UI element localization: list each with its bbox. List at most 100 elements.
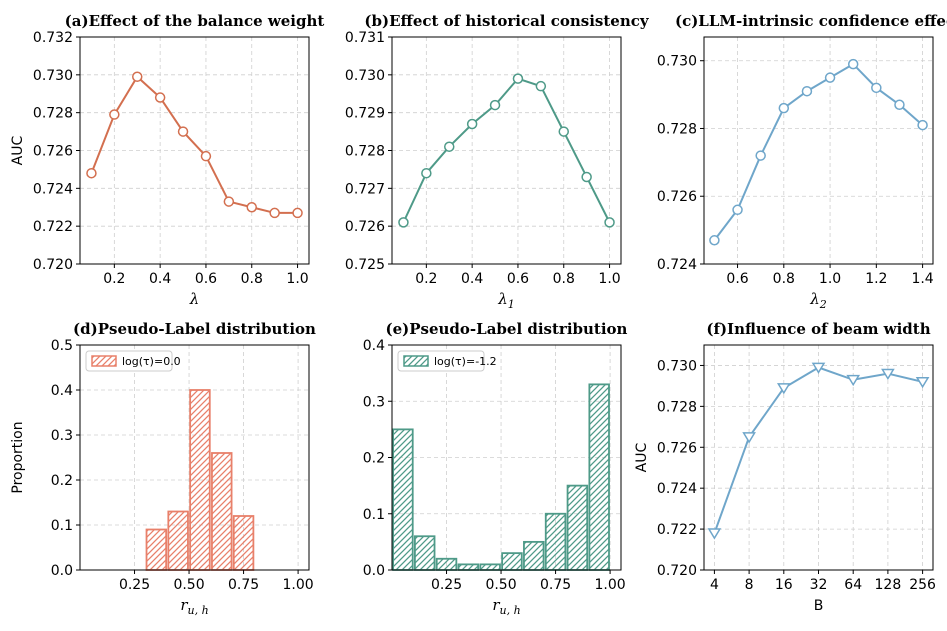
y-tick-label: 0.731 — [345, 30, 385, 46]
panel-e: 0.25 0.50 0.75 1.00 0.0 0.1 0.2 0.3 0.4(e)Pseudo… — [363, 320, 628, 617]
bar — [479, 563, 501, 571]
series-line — [713, 62, 924, 241]
legend-label: log(τ)=0.0 — [122, 355, 181, 368]
y-tick-label: 0.724 — [33, 181, 73, 197]
data-point — [894, 99, 905, 111]
data-point — [489, 99, 501, 111]
x-axis-label-main: r — [180, 596, 188, 614]
data-point — [881, 368, 895, 381]
x-tick-label: 0.2 — [103, 271, 125, 287]
data-point — [581, 171, 592, 183]
y-tick-label: 0.4 — [363, 338, 385, 354]
data-point — [811, 362, 826, 374]
x-tick-label: 0.4 — [149, 271, 171, 287]
bar — [211, 452, 233, 571]
x-tick-label: 1.0 — [598, 271, 620, 287]
x-tick-label: 0.6 — [726, 271, 748, 287]
y-tick-label: 0.728 — [345, 144, 385, 160]
data-point — [558, 126, 569, 137]
legend: log(τ)=-1.2 — [397, 350, 497, 372]
bar — [413, 535, 436, 571]
data-point — [466, 118, 478, 130]
series-line — [90, 75, 298, 214]
x-axis-label-subscript: u, h — [500, 604, 521, 617]
x-axis-label: λ — [189, 290, 200, 308]
x-tick-label: 1.0 — [819, 271, 841, 287]
axes-frame — [79, 344, 310, 571]
y-tick-label: 0.2 — [51, 473, 73, 489]
x-axis-label-main: B — [814, 598, 824, 614]
data-point — [292, 207, 303, 219]
y-tick-label: 0.732 — [33, 30, 73, 46]
x-tick-label: 1.00 — [283, 577, 314, 593]
y-tick-label: 0.1 — [51, 518, 73, 534]
y-tick-label: 0.728 — [657, 399, 697, 415]
y-tick-label: 0.2 — [363, 451, 385, 467]
y-tick-label: 0.3 — [363, 394, 385, 410]
data-point — [154, 92, 166, 103]
bar — [167, 510, 189, 571]
x-tick-label: 0.4 — [461, 271, 483, 287]
bar — [566, 484, 589, 571]
y-axis-label: Proportion — [10, 421, 26, 493]
x-tick-label: 0.75 — [228, 577, 259, 593]
x-tick-label: 16 — [775, 577, 793, 593]
bar — [523, 540, 545, 571]
bar — [544, 512, 567, 571]
panel-b: 0.2 0.4 0.6 0.8 1.0 0.725 0.726 0.727 0.728 0.729… — [345, 12, 650, 311]
data-point — [223, 196, 235, 207]
legend-label: log(τ)=-1.2 — [434, 355, 497, 368]
y-tick-label: 0.722 — [33, 219, 73, 235]
x-axis-label: λ1 — [497, 290, 515, 311]
y-tick-label: 0.5 — [51, 338, 73, 354]
x-tick-label: 0.25 — [431, 577, 462, 593]
y-tick-label: 0.724 — [657, 257, 697, 273]
y-axis-label: AUC — [10, 135, 26, 165]
x-tick-label: 1.2 — [865, 271, 887, 287]
chart-title: (f)Influence of beam width — [706, 320, 930, 338]
x-tick-label: 1.0 — [286, 271, 308, 287]
data-point — [604, 217, 615, 228]
x-axis-label-main: λ — [189, 290, 200, 308]
bar — [145, 528, 168, 571]
data-point — [847, 58, 859, 70]
chart-title: (e)Pseudo-Label distribution — [386, 320, 628, 338]
y-tick-label: 0.720 — [657, 563, 697, 579]
bar — [435, 557, 458, 571]
data-point — [776, 383, 791, 395]
y-tick-label: 0.0 — [363, 563, 385, 579]
data-point — [915, 376, 930, 389]
x-axis-label-subscript: u, h — [188, 604, 209, 617]
y-tick-label: 0.726 — [657, 440, 697, 456]
data-point — [86, 167, 97, 179]
x-tick-label: 0.75 — [540, 577, 571, 593]
panel-c: 0.6 0.8 1.0 1.2 1.4 0.724 0.726 0.728 0.730 (c)LL… — [657, 12, 947, 311]
bar — [588, 383, 610, 571]
data-point — [398, 217, 409, 228]
legend-swatch — [91, 355, 117, 367]
x-axis-label-main: λ — [809, 290, 820, 308]
data-point — [535, 80, 547, 92]
y-tick-label: 0.730 — [657, 54, 697, 70]
y-tick-label: 0.722 — [657, 522, 697, 538]
y-axis-label: AUC — [634, 442, 650, 472]
panel-a: 0.2 0.4 0.6 0.8 1.0 0.720 0.722 0.724 0.726 0.728… — [10, 12, 324, 308]
x-tick-label: 0.25 — [119, 577, 150, 593]
y-tick-label: 0.727 — [345, 181, 385, 197]
bar — [232, 515, 255, 571]
y-tick-label: 0.730 — [345, 68, 385, 84]
y-tick-label: 0.730 — [657, 358, 697, 374]
y-tick-label: 0.726 — [345, 219, 385, 235]
y-tick-label: 0.3 — [51, 428, 73, 444]
y-tick-label: 0.728 — [33, 106, 73, 122]
x-tick-label: 0.50 — [485, 577, 516, 593]
panel-d: 0.25 0.50 0.75 1.00 0.0 0.1 0.2 0.3 0.4 0.5(d)Pse… — [10, 320, 316, 617]
x-axis-label-main: r — [492, 596, 500, 614]
y-tick-label: 0.729 — [345, 106, 385, 122]
data-point — [742, 432, 756, 444]
x-axis-label: λ2 — [809, 290, 827, 311]
data-point — [707, 528, 722, 540]
x-axis-label-main: λ — [497, 290, 508, 308]
legend: log(τ)=0.0 — [85, 350, 181, 372]
